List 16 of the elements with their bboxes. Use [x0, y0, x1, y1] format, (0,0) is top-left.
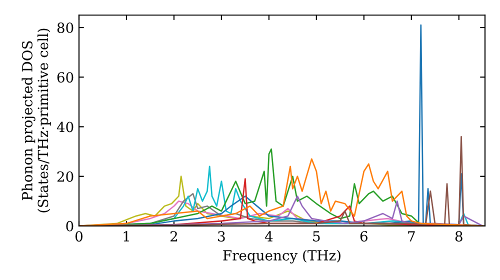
x-tick-label: 7: [408, 231, 415, 242]
x-tick-label: 2: [170, 231, 178, 242]
x-tick-label: 0: [75, 231, 82, 242]
x-tick-label: 3: [218, 231, 225, 242]
x-axis-title: Frequency (THz): [223, 250, 340, 264]
y-tick-label: 80: [57, 22, 74, 33]
x-tick-label: 8: [455, 231, 462, 242]
x-tick-label: 5: [313, 231, 320, 242]
y-tick-label: 20: [57, 171, 74, 182]
y-tick-label: 0: [66, 220, 74, 232]
x-tick-label: 4: [264, 231, 273, 242]
y-axis-title: Phonon projected DOS (States/THz·primitive cell): [22, 28, 51, 212]
y-tick-label: 40: [56, 122, 74, 132]
x-tick-label: 1: [124, 231, 129, 242]
x-tick-label: 6: [360, 231, 368, 242]
y-tick-label: 60: [57, 72, 74, 83]
